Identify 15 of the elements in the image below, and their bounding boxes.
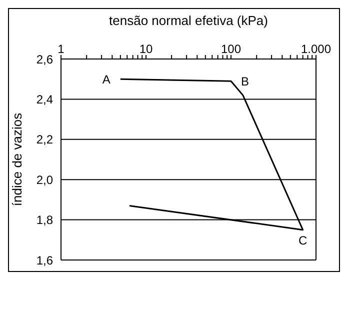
x-tick-label: 10 (139, 42, 153, 56)
y-tick-label: 2,2 (36, 132, 54, 147)
y-tick-label: 1,8 (36, 213, 54, 228)
y-axis-title: índice de vazios (10, 112, 25, 206)
annotation: B (241, 74, 250, 88)
y-tick-label: 2,0 (36, 172, 54, 187)
x-tick-label: 1.000 (300, 42, 332, 56)
annotation: C (298, 233, 308, 248)
y-tick-label: 2,4 (36, 92, 54, 106)
y-tick-label: 1,6 (36, 253, 54, 268)
x-tick-label: 1 (58, 42, 65, 56)
annotation: A (102, 72, 110, 86)
y-tick-label: 2,6 (36, 52, 54, 66)
x-axis-title: tensão normal efetiva (kPa) (109, 13, 268, 28)
x-tick-label: 100 (220, 42, 242, 56)
